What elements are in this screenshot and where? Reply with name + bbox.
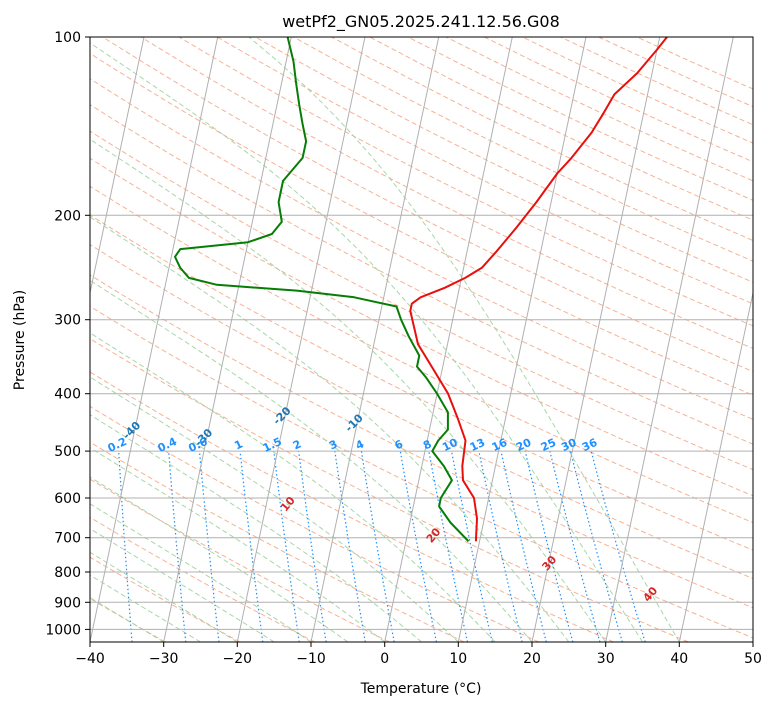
moist-adiabat-line <box>248 37 680 642</box>
x-tick-label: 10 <box>449 651 467 667</box>
x-axis: −40 −30 −20 −10 0 10 20 30 40 50 <box>75 642 762 667</box>
y-tick-label: 1000 <box>45 622 81 638</box>
dry-adiabat-line <box>90 52 753 396</box>
y-tick-label: 800 <box>54 565 81 581</box>
moist-adiabat-line <box>90 574 201 642</box>
plot-frame <box>89 36 754 643</box>
y-tick-label: 500 <box>54 444 81 460</box>
y-tick-label: 600 <box>54 491 81 507</box>
moist-adiabat-line <box>90 551 238 642</box>
mixing-ratio-line <box>569 450 623 642</box>
x-tick-label: 0 <box>380 651 389 667</box>
mixing-ratio-label: 36 <box>580 436 600 454</box>
y-tick-label: 400 <box>54 387 81 403</box>
moist-adiabat-line <box>90 42 643 642</box>
x-axis-label: Temperature (°C) <box>360 681 482 697</box>
dry-adiabat-line <box>90 244 753 580</box>
mixing-ratio-line <box>198 451 220 642</box>
chart-title: wetPf2_GN05.2025.241.12.56.G08 <box>282 12 560 32</box>
mixing-ratio-line <box>428 450 469 642</box>
mixing-ratio-line <box>399 450 437 642</box>
y-tick-label: 100 <box>54 30 81 46</box>
y-axis: 100 200 300 400 500 600 700 800 900 1000 <box>45 30 90 638</box>
moist-adiabat-line <box>90 414 422 642</box>
isotherm-line <box>605 37 734 642</box>
moist-adiabat-line <box>90 279 533 642</box>
mixing-ratio-label: 25 <box>539 436 558 454</box>
y-tick-label: 700 <box>54 531 81 547</box>
x-tick-label: −20 <box>223 651 253 667</box>
plot-area <box>90 37 753 642</box>
moist-adiabat-line <box>90 216 570 642</box>
y-tick-label: 300 <box>54 313 81 329</box>
x-tick-label: −10 <box>296 651 326 667</box>
dry-adiabat-line <box>90 185 753 524</box>
x-tick-label: 30 <box>597 651 615 667</box>
temperature-trace <box>409 37 668 542</box>
moist-adiabat-line <box>90 332 496 642</box>
dry-adiabat-line <box>140 37 753 349</box>
dry-adiabat-line <box>90 405 540 642</box>
isotherm-line <box>457 37 587 642</box>
x-tick-label: 50 <box>744 651 762 667</box>
mixing-ratio-line <box>239 451 264 642</box>
y-axis-label: Pressure (hPa) <box>12 290 28 390</box>
dry-adiabat-line <box>90 157 753 497</box>
mixing-ratio-line <box>298 451 327 642</box>
dry-adiabat-line <box>102 37 753 373</box>
dry-adiabat-line <box>90 441 465 642</box>
mixing-ratio-line <box>590 450 646 642</box>
mixing-ratio-line <box>273 451 300 642</box>
x-tick-label: 40 <box>670 651 688 667</box>
x-tick-label: −40 <box>75 651 105 667</box>
dry-adiabat-line <box>90 598 166 642</box>
x-tick-label: 20 <box>523 651 541 667</box>
x-tick-label: −30 <box>149 651 179 667</box>
dry-adiabat-line <box>90 78 753 420</box>
dry-adiabat-line <box>178 37 753 327</box>
y-tick-label: 200 <box>54 208 81 224</box>
isotherm-line <box>310 37 440 642</box>
mixing-ratio-line <box>500 450 547 642</box>
isotherm-line <box>678 290 753 642</box>
moist-adiabat-line <box>90 476 349 642</box>
moist-adiabat-line <box>90 138 607 642</box>
mixing-ratio-label: 16 <box>490 436 510 454</box>
mixing-ratio-line <box>168 451 187 642</box>
mixing-ratio-line <box>478 450 523 642</box>
y-tick-label: 900 <box>54 595 81 611</box>
isotherm-line <box>236 37 366 642</box>
mixing-ratio-label: 20 <box>514 436 534 454</box>
isotherm-line <box>163 37 292 642</box>
isotherm-line <box>90 37 145 296</box>
dry-adiabat-line <box>90 338 689 642</box>
dry-adiabat-line <box>90 516 315 642</box>
isotherm-line <box>384 37 513 642</box>
mixing-ratio-label: 10 <box>440 436 460 454</box>
mixing-ratio-label: 13 <box>468 436 487 454</box>
moist-adiabat-line <box>90 376 459 642</box>
isotherm-line <box>90 37 219 642</box>
isotherm-line <box>531 37 661 642</box>
mixing-ratio-line <box>549 450 601 642</box>
mixing-ratio-label: 30 <box>559 436 579 454</box>
mixing-ratio-line <box>524 450 574 642</box>
moist-adiabat-line <box>90 596 164 642</box>
dewpoint-trace <box>174 37 470 542</box>
